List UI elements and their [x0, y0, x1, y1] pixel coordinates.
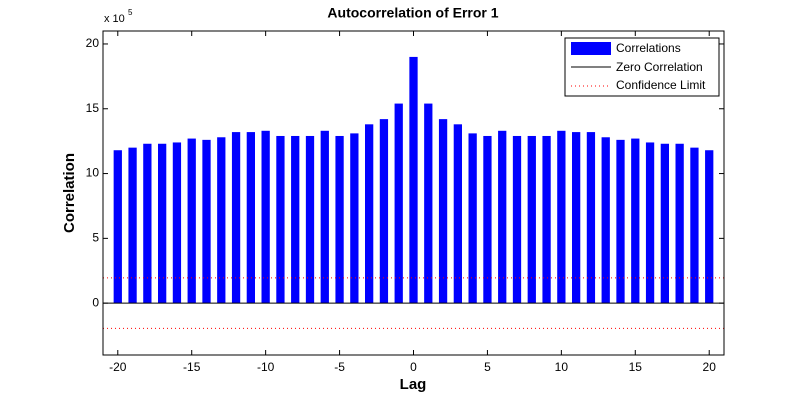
bar — [468, 133, 477, 304]
bar — [690, 147, 699, 304]
x-tick-label: -5 — [334, 360, 345, 374]
bar — [320, 130, 329, 304]
x-tick-label: -10 — [257, 360, 275, 374]
y-axis-label: Correlation — [61, 153, 78, 233]
bar — [601, 137, 610, 304]
bar — [217, 137, 226, 304]
bar — [527, 135, 536, 304]
bar — [246, 132, 255, 304]
chart-title: Autocorrelation of Error 1 — [327, 5, 498, 21]
bar — [113, 150, 122, 304]
bar — [202, 139, 211, 304]
x-tick-label: 20 — [703, 360, 717, 374]
legend-swatch — [571, 42, 611, 55]
bar — [365, 124, 374, 304]
x-tick-label: 10 — [555, 360, 569, 374]
bar — [187, 138, 196, 304]
bar — [542, 135, 551, 304]
bar — [645, 142, 655, 304]
legend-label: Confidence Limit — [616, 78, 706, 92]
bar — [512, 135, 522, 304]
bar — [631, 138, 640, 304]
bar — [305, 135, 315, 304]
bar — [586, 132, 596, 304]
x-tick-label: 0 — [410, 360, 417, 374]
bar — [675, 143, 684, 304]
bar — [261, 130, 270, 304]
bar — [616, 139, 625, 304]
bar — [572, 132, 581, 304]
bar — [498, 130, 507, 304]
x-axis-label: Lag — [400, 376, 427, 393]
bar — [350, 133, 359, 304]
bar — [409, 56, 418, 304]
bar — [424, 103, 433, 304]
bar — [557, 130, 566, 304]
bar — [394, 103, 403, 304]
x-tick-label: 5 — [484, 360, 491, 374]
y-exponent-base: x 10 — [104, 13, 125, 25]
y-tick-label: 5 — [92, 231, 99, 245]
x-tick-label: 15 — [629, 360, 643, 374]
x-tick-label: -15 — [183, 360, 201, 374]
bar — [172, 142, 182, 304]
bar — [128, 147, 137, 304]
bar — [705, 150, 714, 304]
x-tick-label: -20 — [109, 360, 127, 374]
bar — [483, 135, 492, 304]
y-tick-label: 20 — [86, 36, 100, 50]
bar — [276, 135, 285, 304]
y-tick-label: 0 — [92, 295, 99, 309]
bar — [291, 135, 300, 304]
y-exponent: 5 — [128, 8, 133, 17]
bar — [660, 143, 669, 304]
bar — [143, 143, 152, 304]
legend-label: Zero Correlation — [616, 60, 703, 74]
bar — [231, 132, 241, 304]
legend-label: Correlations — [616, 41, 681, 55]
bar — [335, 135, 344, 304]
bar — [158, 143, 167, 304]
y-tick-label: 15 — [86, 101, 100, 115]
bar — [379, 119, 389, 304]
bar — [453, 124, 462, 304]
y-tick-label: 10 — [86, 166, 100, 180]
bar — [438, 119, 448, 304]
